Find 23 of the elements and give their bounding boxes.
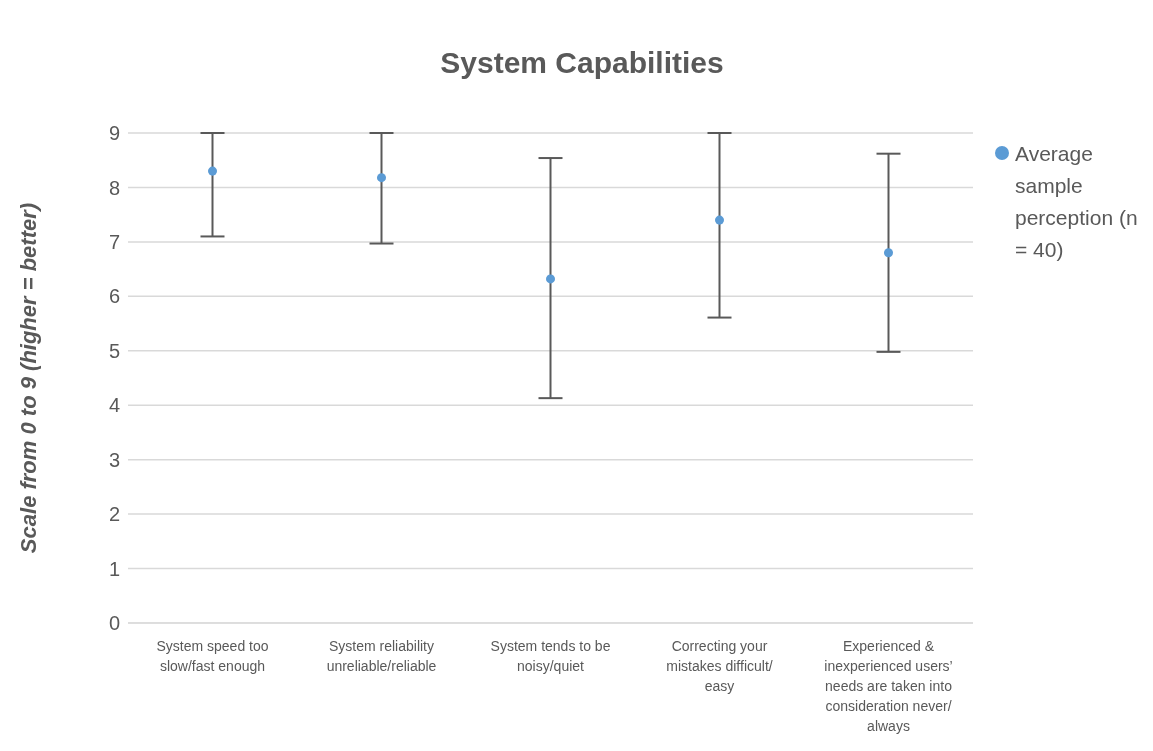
- y-tick-label: 5: [108, 339, 120, 362]
- x-tick-label: System tends to be noisy/quiet: [490, 637, 611, 674]
- y-axis-title: Scale from 0 to 9 (higher = better): [15, 202, 41, 554]
- y-tick-label: 9: [108, 122, 120, 145]
- y-tick-label: 8: [108, 176, 120, 199]
- point: [714, 215, 725, 225]
- y-tick-label: 0: [108, 612, 120, 635]
- point: [883, 248, 894, 258]
- y-tick-label: 3: [108, 448, 120, 471]
- x-tick-label: System speed too slow/fast enough: [156, 637, 269, 674]
- legend-label: Average sample perception (n = 40): [1015, 141, 1139, 263]
- y-tick-label: 4: [108, 394, 120, 417]
- x-tick-label: Correcting your mistakes difficult/ easy: [666, 637, 773, 694]
- y-tick-label: 1: [108, 557, 120, 580]
- y-tick-label: 7: [108, 230, 120, 253]
- point: [207, 166, 218, 176]
- x-tick-label: System reliability unreliable/reliable: [326, 637, 437, 674]
- y-tick-label: 2: [108, 503, 120, 526]
- chart-title: System Capabilities: [439, 46, 725, 80]
- y-tick-label: 6: [108, 285, 120, 308]
- x-tick-label: Experienced & inexperienced users’ needs are taken into consideration never/ always: [824, 637, 953, 734]
- point: [376, 173, 387, 183]
- point: [545, 274, 556, 284]
